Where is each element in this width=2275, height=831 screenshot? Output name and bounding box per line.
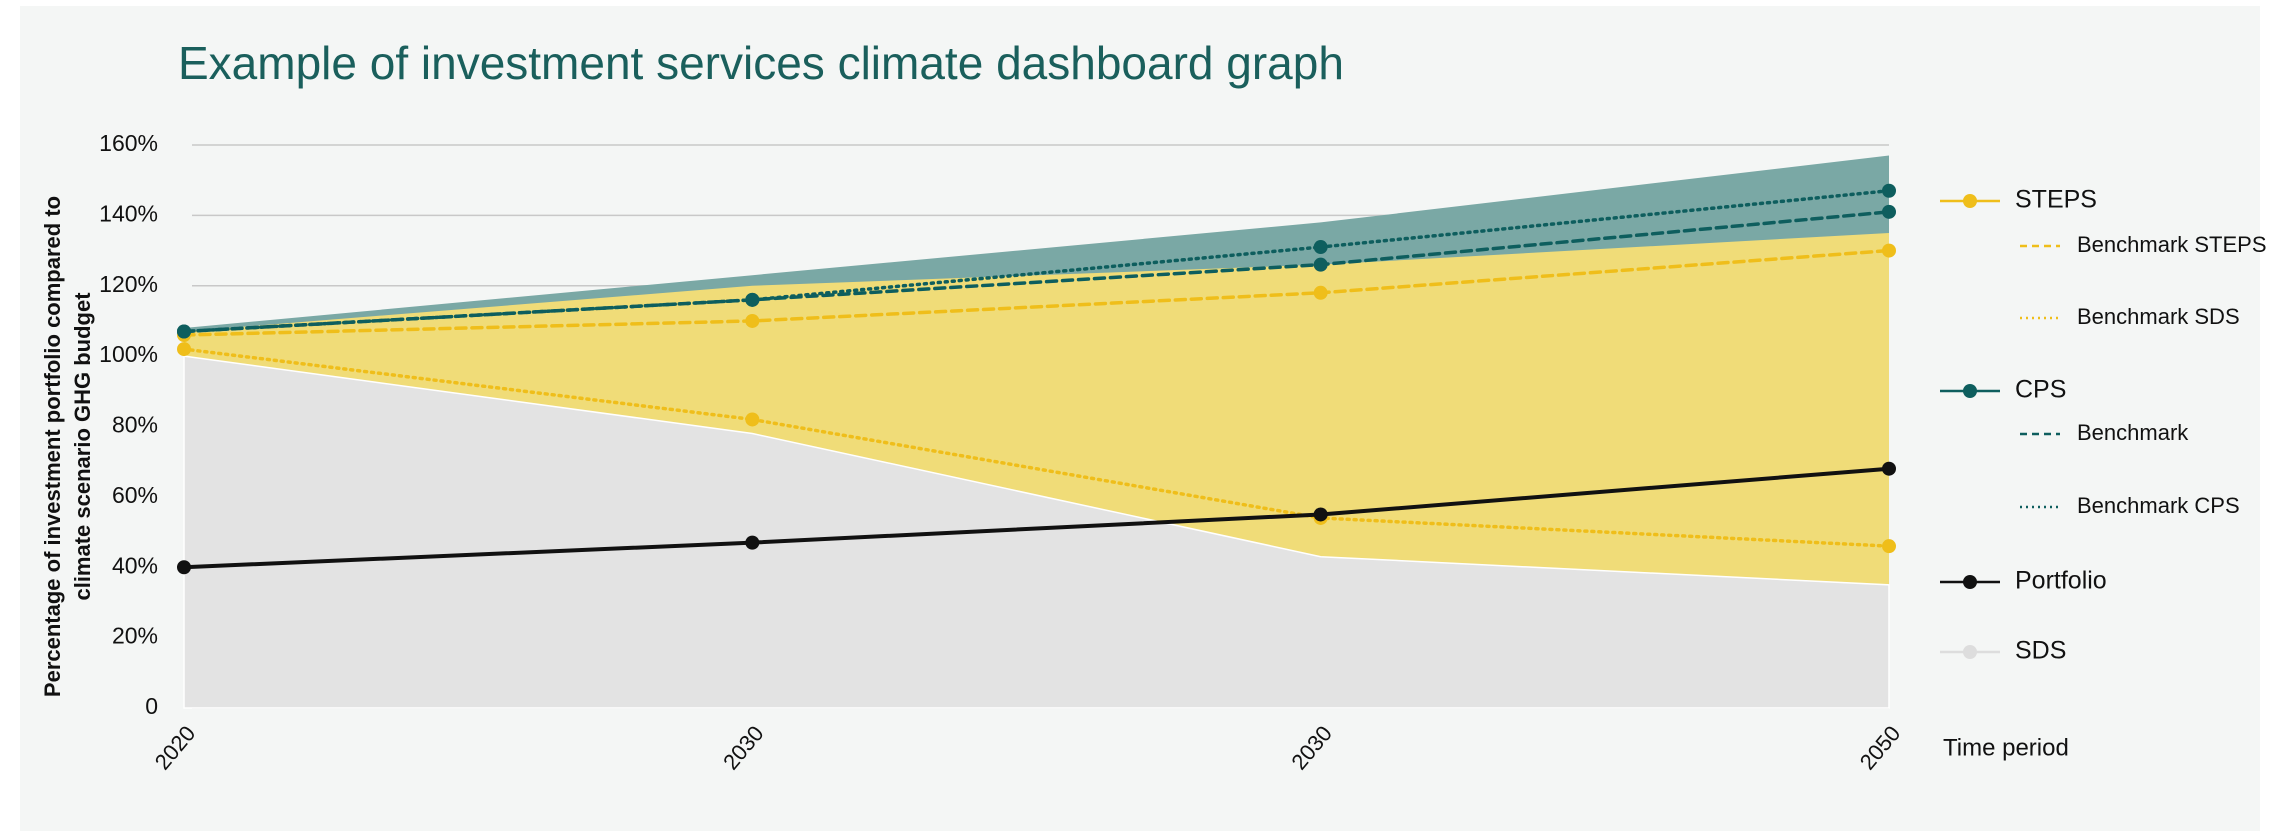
y-tick-label: 120% [99, 271, 158, 297]
legend-label: Benchmark STEPS [2077, 232, 2267, 257]
point [1313, 257, 1328, 272]
x-axis-label: Time period [1943, 734, 2069, 761]
y-tick-label: 80% [112, 412, 158, 438]
point [1313, 507, 1328, 522]
legend-icon [1963, 384, 1977, 398]
legend-label: STEPS [2015, 186, 2097, 214]
y-tick-label: 0 [145, 693, 158, 719]
point [745, 313, 760, 328]
legend-label: Portfolio [2015, 567, 2107, 595]
point [745, 535, 760, 550]
legend-label: Benchmark CPS [2077, 493, 2240, 518]
y-tick-label: 40% [112, 552, 158, 578]
legend-label: CPS [2015, 376, 2066, 404]
line [182, 347, 1891, 548]
y-tick-label: 60% [112, 482, 158, 508]
y-tick-label: 100% [99, 341, 158, 367]
y-tick-label: 20% [112, 623, 158, 649]
point [1882, 243, 1896, 258]
legend-label: Benchmark SDS [2077, 304, 2240, 329]
y-tick-label: 140% [99, 200, 158, 226]
legend-label: Benchmark [2077, 420, 2189, 445]
point [1882, 183, 1896, 198]
point [177, 342, 191, 357]
line [182, 466, 1891, 570]
legend-icon [1963, 575, 1977, 589]
legend-label: SDS [2015, 637, 2066, 665]
point [1882, 204, 1896, 219]
chart-title: Example of investment services climate d… [178, 37, 1344, 89]
y-tick-label: 160% [99, 130, 158, 156]
area [183, 355, 1890, 709]
legend-icon [1963, 645, 1977, 659]
point [1882, 461, 1896, 476]
legend-icon [1963, 194, 1977, 208]
point [177, 324, 191, 339]
point [1313, 240, 1328, 255]
point [1313, 285, 1328, 300]
y-axis-label: Percentage of investment portfolio compa… [40, 196, 65, 697]
point [1882, 539, 1896, 554]
y-axis-label: climate scenario GHG budget [70, 292, 95, 601]
point [745, 292, 760, 307]
line [182, 210, 1891, 334]
point [745, 412, 760, 427]
line [182, 248, 1891, 337]
point [177, 560, 191, 575]
line [182, 188, 1891, 334]
